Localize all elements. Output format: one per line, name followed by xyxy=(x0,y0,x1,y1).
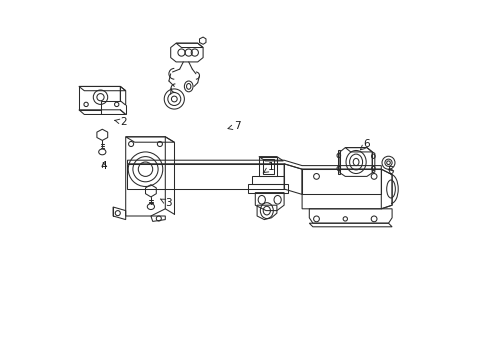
Text: 3: 3 xyxy=(160,198,172,208)
Text: 6: 6 xyxy=(360,139,369,150)
Text: 7: 7 xyxy=(227,121,240,131)
Text: 5: 5 xyxy=(386,166,393,176)
Text: 4: 4 xyxy=(101,161,107,171)
Text: 2: 2 xyxy=(115,117,127,127)
Text: 1: 1 xyxy=(263,162,274,173)
